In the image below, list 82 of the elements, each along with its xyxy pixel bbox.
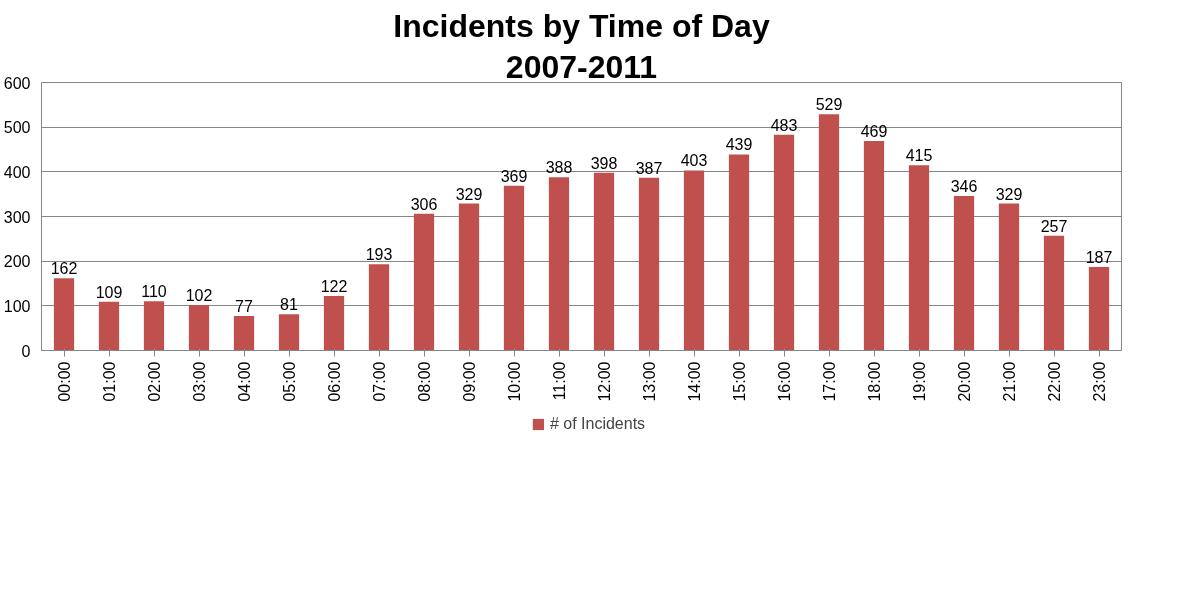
bar bbox=[908, 165, 930, 351]
x-tick-label: 04:00 bbox=[235, 361, 253, 402]
bar bbox=[773, 134, 795, 351]
bar bbox=[368, 264, 390, 351]
legend-label: # of Incidents bbox=[549, 415, 646, 433]
bar bbox=[413, 213, 435, 351]
y-tick-label: 0 bbox=[21, 342, 31, 360]
x-tick-label: 21:00 bbox=[1000, 361, 1018, 402]
data-label: 483 bbox=[770, 116, 798, 134]
data-label: 369 bbox=[500, 167, 528, 185]
x-tick-label: 14:00 bbox=[685, 361, 703, 402]
bar bbox=[503, 185, 525, 351]
bar bbox=[98, 301, 120, 351]
bar bbox=[278, 314, 300, 351]
y-tick-label: 500 bbox=[3, 119, 31, 137]
data-label: 257 bbox=[1040, 217, 1068, 235]
chart-subtitle: 2007-2011 bbox=[505, 48, 658, 85]
data-label: 439 bbox=[725, 136, 753, 154]
bar bbox=[188, 304, 210, 351]
data-label: 529 bbox=[815, 96, 843, 114]
data-label: 162 bbox=[50, 260, 78, 278]
x-tick-label: 10:00 bbox=[505, 361, 523, 402]
data-label: 187 bbox=[1085, 248, 1113, 266]
bar bbox=[593, 172, 615, 351]
bar bbox=[233, 316, 255, 351]
x-tick-label: 20:00 bbox=[955, 361, 973, 402]
bar bbox=[143, 301, 165, 351]
bar bbox=[1088, 266, 1110, 351]
data-label: 110 bbox=[141, 283, 167, 301]
x-tick-label: 11:00 bbox=[550, 361, 568, 401]
bar bbox=[638, 177, 660, 351]
y-tick-label: 600 bbox=[3, 74, 31, 92]
data-label: 403 bbox=[680, 152, 708, 170]
data-label: 102 bbox=[185, 286, 213, 304]
x-tick-label: 01:00 bbox=[100, 361, 118, 402]
x-tick-label: 13:00 bbox=[640, 361, 658, 402]
data-label: 329 bbox=[995, 185, 1023, 203]
data-label: 77 bbox=[235, 298, 253, 316]
x-tick-label: 22:00 bbox=[1045, 361, 1063, 402]
data-label: 388 bbox=[545, 159, 573, 177]
data-label: 329 bbox=[455, 185, 483, 203]
x-tick-label: 19:00 bbox=[910, 361, 928, 402]
x-tick-label: 02:00 bbox=[145, 361, 163, 402]
data-label: 469 bbox=[860, 123, 888, 141]
chart-title: Incidents by Time of Day bbox=[393, 7, 770, 44]
data-label: 109 bbox=[95, 283, 123, 301]
y-tick-label: 400 bbox=[3, 163, 31, 181]
data-label: 306 bbox=[410, 195, 438, 213]
bar bbox=[998, 203, 1020, 351]
y-tick-label: 200 bbox=[3, 253, 31, 271]
x-tick-label: 23:00 bbox=[1090, 361, 1108, 402]
bar bbox=[683, 170, 705, 351]
bar bbox=[323, 296, 345, 351]
x-tick-label: 18:00 bbox=[865, 361, 883, 402]
bar bbox=[818, 114, 840, 351]
x-tick-label: 06:00 bbox=[325, 361, 343, 402]
x-tick-label: 09:00 bbox=[460, 361, 478, 402]
x-tick-label: 00:00 bbox=[55, 361, 73, 402]
y-tick-label: 300 bbox=[3, 208, 31, 226]
data-label: 81 bbox=[280, 296, 298, 314]
data-label: 346 bbox=[950, 177, 978, 195]
x-tick-label: 16:00 bbox=[775, 361, 793, 402]
bar bbox=[863, 141, 885, 351]
data-label: 387 bbox=[635, 159, 663, 177]
data-label: 122 bbox=[320, 278, 348, 296]
x-tick-label: 03:00 bbox=[190, 361, 208, 402]
bar bbox=[53, 278, 75, 351]
bar bbox=[728, 154, 750, 351]
x-tick-label: 12:00 bbox=[595, 361, 613, 402]
data-label: 398 bbox=[590, 154, 618, 172]
data-label: 415 bbox=[905, 147, 933, 165]
x-tick-label: 07:00 bbox=[370, 361, 388, 402]
x-tick-label: 05:00 bbox=[280, 361, 298, 402]
data-label: 193 bbox=[365, 246, 393, 264]
bar bbox=[458, 203, 480, 351]
y-tick-label: 100 bbox=[3, 297, 31, 315]
x-tick-label: 15:00 bbox=[730, 361, 748, 402]
bar bbox=[1043, 235, 1065, 351]
bar bbox=[548, 177, 570, 351]
x-tick-label: 08:00 bbox=[415, 361, 433, 402]
x-tick-label: 17:00 bbox=[820, 361, 838, 402]
bar bbox=[953, 195, 975, 351]
